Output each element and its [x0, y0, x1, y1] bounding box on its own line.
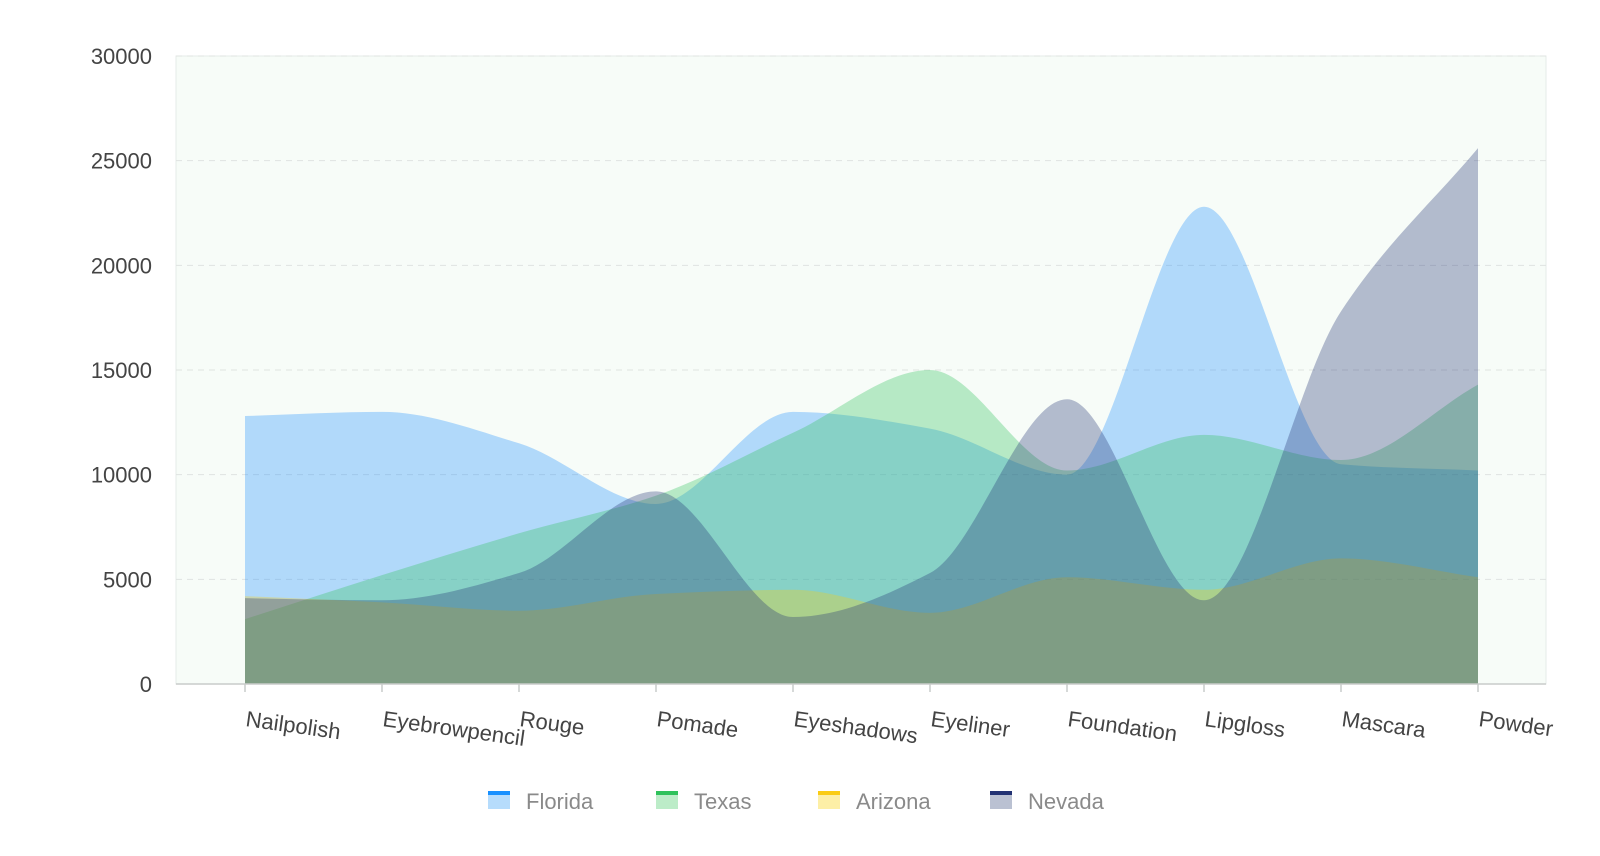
y-tick-label: 5000 [103, 567, 152, 592]
y-tick-label: 20000 [91, 253, 152, 278]
legend-item-nevada[interactable]: Nevada [990, 789, 1105, 814]
y-tick-label: 25000 [91, 149, 152, 174]
legend-label: Texas [694, 789, 751, 814]
axes [176, 683, 1546, 692]
legend-swatch-line [818, 791, 840, 795]
x-tick-label: Eyeshadows [792, 706, 919, 748]
y-tick-label: 30000 [91, 44, 152, 69]
legend-swatch-line [656, 791, 678, 795]
x-tick-label: Eyeliner [929, 706, 1011, 742]
series-area-arizona [245, 558, 1478, 684]
x-tick-label: Nailpolish [244, 706, 342, 744]
y-tick-label: 15000 [91, 358, 152, 383]
legend-swatch [990, 791, 1012, 809]
x-tick-label: Powder [1477, 706, 1554, 741]
series-areas [245, 148, 1478, 684]
legend-swatch [656, 791, 678, 809]
x-tick-label: Foundation [1066, 706, 1179, 746]
x-tick-label: Eyebrowpencil [381, 706, 526, 751]
series-area-florida [245, 206, 1478, 684]
legend-item-texas[interactable]: Texas [656, 789, 751, 814]
legend-swatch [488, 791, 510, 809]
y-tick-label: 0 [140, 672, 152, 697]
legend-item-arizona[interactable]: Arizona [818, 789, 931, 814]
series-area-texas [245, 370, 1478, 684]
legend-item-florida[interactable]: Florida [488, 789, 594, 814]
x-tick-label: Lipgloss [1203, 706, 1286, 742]
x-tick-label: Rouge [518, 706, 586, 740]
legend-label: Nevada [1028, 789, 1105, 814]
x-tick-label: Mascara [1340, 706, 1428, 743]
legend-label: Arizona [856, 789, 931, 814]
series-area-nevada [245, 148, 1478, 684]
y-axis-tick-labels: 0 5000 10000 15000 20000 25000 30000 [91, 44, 152, 697]
y-tick-label: 10000 [91, 463, 152, 488]
legend-swatch-line [990, 791, 1012, 795]
grid-lines [176, 55, 1546, 580]
x-tick-label: Pomade [655, 706, 740, 742]
legend-swatch [818, 791, 840, 809]
legend-swatch-line [488, 791, 510, 795]
legend-label: Florida [526, 789, 594, 814]
legend: Florida Texas Arizona Nevada [488, 789, 1105, 814]
